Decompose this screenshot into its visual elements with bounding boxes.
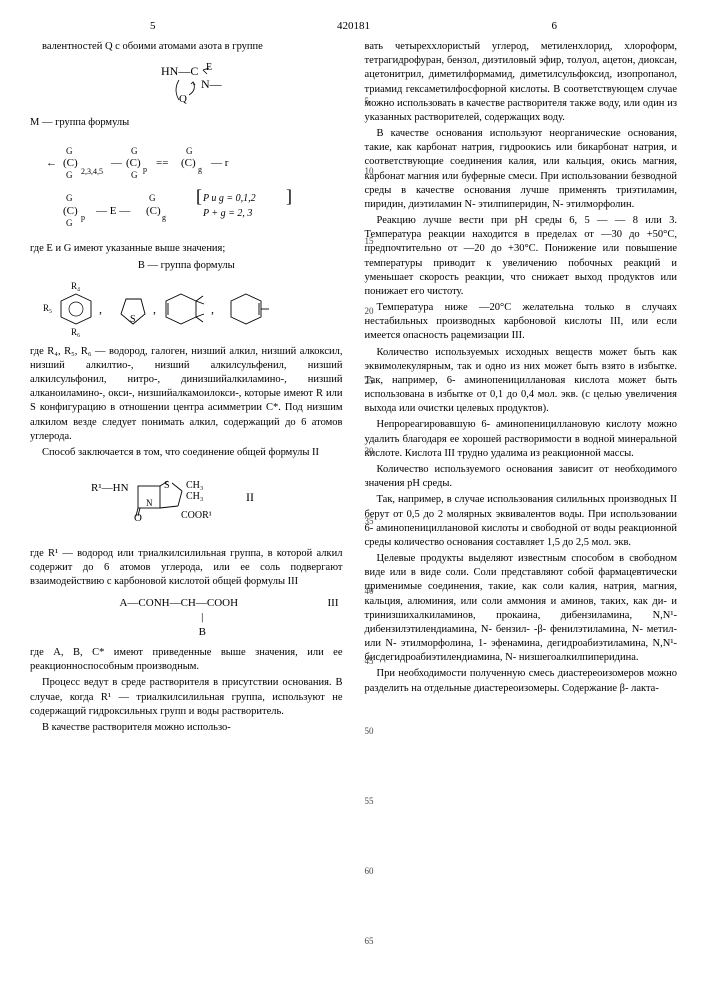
left-para-7: где A, B, C* имеют приведенные выше знач… xyxy=(30,646,343,674)
right-para-4: Температура ниже —20°C желательна только… xyxy=(365,301,678,344)
svg-text:G: G xyxy=(66,218,73,228)
svg-text:(C): (C) xyxy=(146,205,161,217)
document-number: 420181 xyxy=(337,20,370,32)
svg-text:P + g = 2, 3: P + g = 2, 3 xyxy=(202,208,252,219)
formula-svg-4: R¹—HN O S N CH₃ CH₃ COOR¹ II xyxy=(86,466,286,541)
svg-text:(C): (C) xyxy=(181,157,196,169)
right-para-10: При необходимости полученную смесь диаст… xyxy=(365,667,678,695)
line-number: 30 xyxy=(365,445,374,457)
line-number: 25 xyxy=(365,375,374,387)
svg-text:G: G xyxy=(131,146,138,156)
right-para-8: Так, например, в случае использования си… xyxy=(365,493,678,550)
svg-text:N—: N— xyxy=(201,77,223,91)
formula-svg-1: HN—C E N— Q xyxy=(131,60,241,110)
line-number: 10 xyxy=(365,165,374,177)
formula-ii-penicillin: R¹—HN O S N CH₃ CH₃ COOR¹ II xyxy=(30,466,343,541)
line-number: 45 xyxy=(365,655,374,667)
left-para-3: где E и G имеют указанные выше значения; xyxy=(30,242,343,256)
svg-text:S: S xyxy=(130,314,136,325)
svg-text:(C): (C) xyxy=(126,157,141,169)
line-number: 65 xyxy=(365,935,374,947)
right-para-9: Целевые продукты выделяют известным спос… xyxy=(365,552,678,665)
svg-text:==: == xyxy=(156,157,168,169)
formula-iii-label: III xyxy=(328,596,339,611)
svg-text:R¹—HN: R¹—HN xyxy=(91,482,129,494)
formula-iii-bond: | xyxy=(201,611,203,623)
formula-iii: A—CONH—CH—COOH III | B xyxy=(30,596,343,641)
right-para-6: Непрореагировавшую 6- аминопеницилланову… xyxy=(365,418,678,461)
left-para-4: где R₄, R₅, R₆ — водород, галоген, низши… xyxy=(30,345,343,444)
svg-text:— E —: — E — xyxy=(95,205,131,217)
formula-iii-b: B xyxy=(199,626,206,638)
svg-text:2,3,4,5: 2,3,4,5 xyxy=(81,167,103,176)
left-para-5: Способ заключается в том, что соединение… xyxy=(30,446,343,460)
left-para-3b: B — группа формулы xyxy=(30,259,343,273)
svg-text:G: G xyxy=(131,170,138,180)
svg-text:g: g xyxy=(198,165,202,174)
line-number: 5 xyxy=(365,95,370,107)
line-number: 15 xyxy=(365,235,374,247)
right-column: 5 10 15 20 25 30 35 40 45 50 55 60 65 ва… xyxy=(365,40,678,737)
svg-text:COOR¹: COOR¹ xyxy=(181,510,212,521)
formula-svg-3: R₄ R₅ R₆ , S , , xyxy=(41,279,331,339)
line-number: 35 xyxy=(365,515,374,527)
svg-text:G: G xyxy=(186,146,193,156)
svg-text:R₆: R₆ xyxy=(71,327,80,337)
left-para-2: M — группа формулы xyxy=(30,116,343,130)
formula-hn-structure: HN—C E N— Q xyxy=(30,60,343,110)
svg-text:N: N xyxy=(146,498,153,508)
line-number: 20 xyxy=(365,305,374,317)
svg-text:P u g = 0,1,2: P u g = 0,1,2 xyxy=(202,193,256,204)
svg-text:(C): (C) xyxy=(63,157,78,169)
svg-text:]: ] xyxy=(286,186,292,206)
svg-text:(C): (C) xyxy=(63,205,78,217)
svg-text:G: G xyxy=(66,146,73,156)
right-page-number: 6 xyxy=(552,20,558,32)
svg-text:p: p xyxy=(143,165,147,174)
svg-text:G: G xyxy=(66,193,73,203)
svg-text:CH₃: CH₃ xyxy=(186,480,203,491)
line-number: 60 xyxy=(365,865,374,877)
svg-text:II: II xyxy=(246,490,254,504)
line-number: 40 xyxy=(365,585,374,597)
svg-text:—: — xyxy=(110,157,123,169)
left-column: валентностей Q с обоими атомами азота в … xyxy=(30,40,343,737)
svg-text:←: ← xyxy=(46,157,57,169)
svg-text:p: p xyxy=(81,213,85,222)
formula-iii-text: A—CONH—CH—COOH xyxy=(119,597,238,609)
right-para-2: В качестве основания используют неоргани… xyxy=(365,127,678,212)
svg-text:HN—C: HN—C xyxy=(161,64,198,78)
svg-text:O: O xyxy=(134,512,142,524)
line-number: 50 xyxy=(365,725,374,737)
right-para-5: Количество используемых исходных веществ… xyxy=(365,346,678,417)
svg-text:g: g xyxy=(162,213,166,222)
left-para-6: где R¹ — водород или триалкилсилильная г… xyxy=(30,547,343,590)
svg-text:CH₃: CH₃ xyxy=(186,491,203,502)
formula-m-group: ← G (C) G 2,3,4,5 — G (C) G p == G (C) g… xyxy=(30,136,343,236)
svg-text:[: [ xyxy=(196,186,202,206)
right-para-1: вать четыреххлористый углерод, метиленхл… xyxy=(365,40,678,125)
right-para-3: Реакцию лучше вести при pH среды 6, 5 — … xyxy=(365,214,678,299)
svg-text:G: G xyxy=(149,193,156,203)
svg-text:E: E xyxy=(206,62,212,73)
svg-text:,: , xyxy=(99,302,102,316)
svg-text:G: G xyxy=(66,170,73,180)
svg-text:Q: Q xyxy=(179,93,187,105)
left-para-9: В качестве растворителя можно использо- xyxy=(30,721,343,735)
patent-page: 5 420181 6 валентностей Q с обоими атома… xyxy=(0,0,707,757)
left-para-1: валентностей Q с обоими атомами азота в … xyxy=(30,40,343,54)
formula-b-group-rings: R₄ R₅ R₆ , S , , xyxy=(30,279,343,339)
line-number: 55 xyxy=(365,795,374,807)
svg-text:R₄: R₄ xyxy=(71,281,80,291)
svg-text:R₅: R₅ xyxy=(43,303,52,313)
svg-text:,: , xyxy=(211,302,214,316)
right-para-7: Количество используемого основания завис… xyxy=(365,463,678,491)
column-headers: 5 420181 6 xyxy=(30,20,677,32)
svg-text:— r: — r xyxy=(210,157,229,169)
svg-text:,: , xyxy=(153,302,156,316)
left-page-number: 5 xyxy=(150,20,156,32)
formula-svg-2: ← G (C) G 2,3,4,5 — G (C) G p == G (C) g… xyxy=(41,136,331,236)
two-column-layout: валентностей Q с обоими атомами азота в … xyxy=(30,40,677,737)
left-para-8: Процесс ведут в среде растворителя в при… xyxy=(30,676,343,719)
